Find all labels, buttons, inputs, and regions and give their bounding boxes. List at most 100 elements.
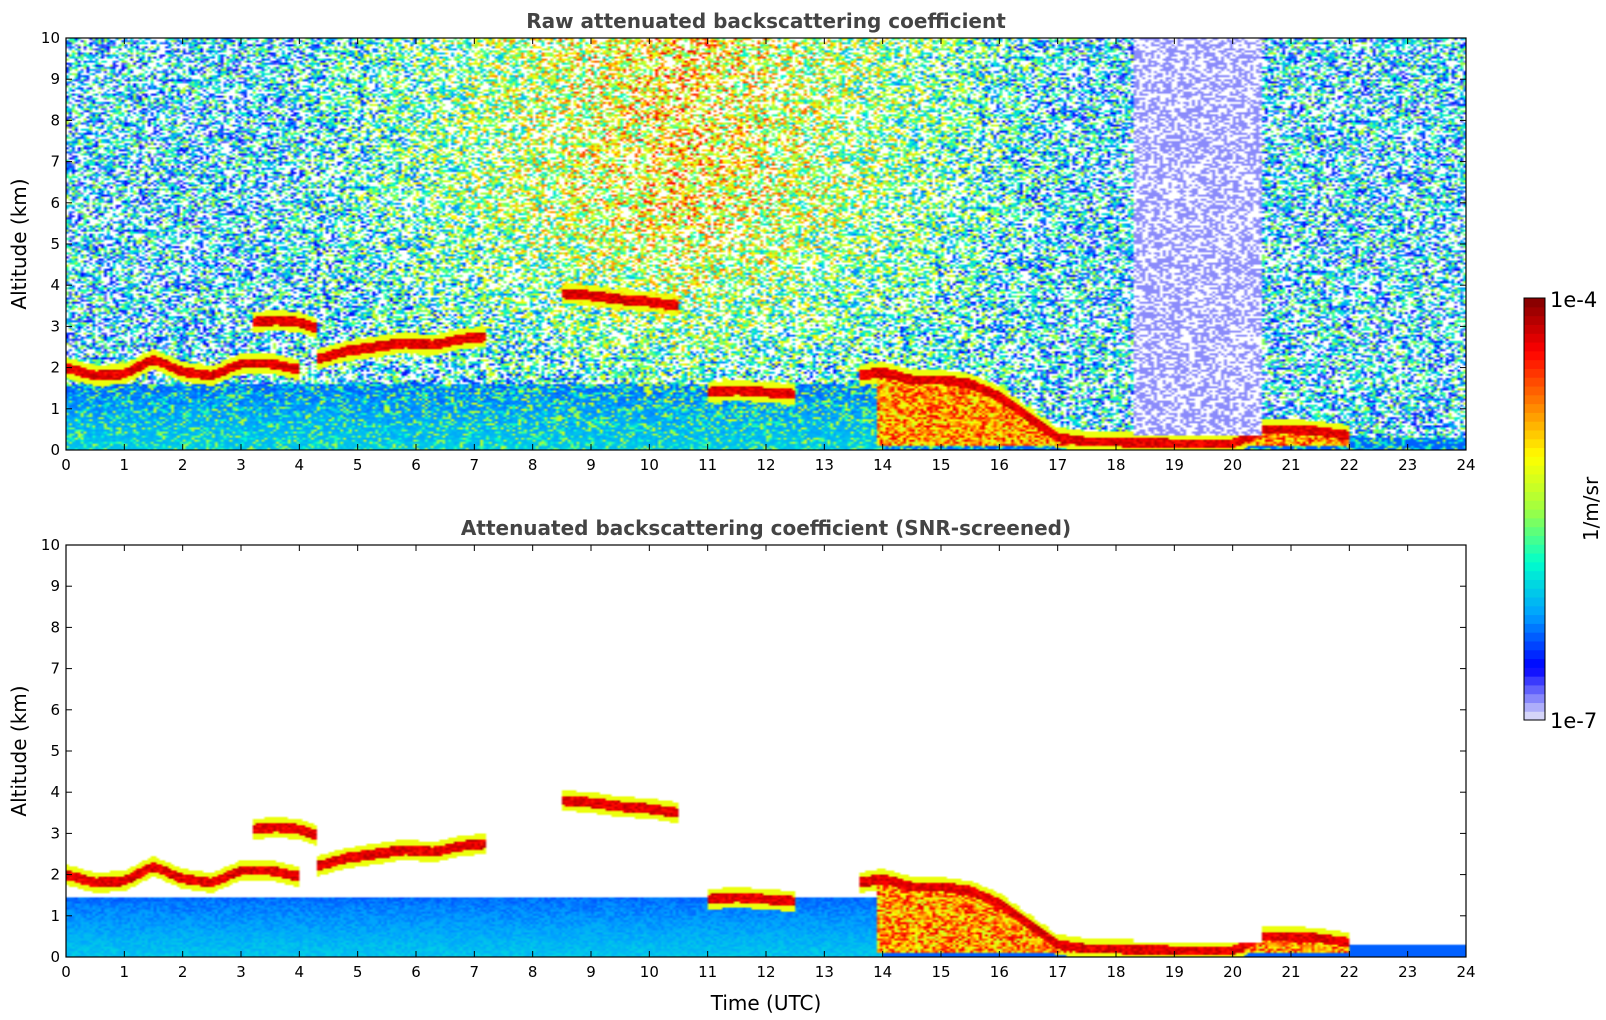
colorbar-band: [1524, 561, 1545, 572]
x-tick-label: 2: [178, 456, 188, 474]
x-tick-label: 5: [353, 963, 363, 981]
x-tick-label: 16: [990, 456, 1009, 474]
colorbar-band: [1524, 491, 1545, 501]
y-tick-label: 8: [50, 111, 60, 129]
y-tick-label: 4: [50, 276, 60, 294]
y-tick-label: 2: [50, 866, 60, 884]
colorbar-band: [1524, 693, 1545, 704]
colorbar-band: [1524, 535, 1545, 545]
y-tick-label: 9: [50, 577, 60, 595]
colorbar-band: [1524, 544, 1545, 554]
y-tick-label: 2: [50, 359, 60, 377]
x-tick-label: 21: [1281, 456, 1300, 474]
colorbar-band: [1524, 579, 1545, 589]
x-tick-label: 9: [586, 456, 596, 474]
x-tick-label: 15: [931, 456, 950, 474]
colorbar-band: [1524, 333, 1545, 343]
colorbar-band: [1524, 377, 1545, 387]
colorbar-band: [1524, 632, 1545, 642]
colorbar-band: [1524, 702, 1545, 712]
x-tick-label: 10: [640, 963, 659, 981]
colorbar-band: [1524, 324, 1545, 334]
colorbar-band: [1524, 509, 1545, 519]
y-tick-label: 1: [50, 400, 60, 418]
colorbar-band: [1524, 306, 1545, 317]
x-tick-label: 13: [815, 456, 834, 474]
colorbar-band: [1524, 667, 1545, 677]
colorbar-band: [1524, 465, 1545, 475]
x-tick-label: 5: [353, 456, 363, 474]
raw-y-axis-label: Altitude (km): [7, 178, 31, 309]
y-tick-label: 6: [50, 194, 60, 212]
x-tick-label: 11: [698, 456, 717, 474]
y-tick-label: 5: [50, 235, 60, 253]
y-tick-label: 5: [50, 742, 60, 760]
x-tick-label: 11: [698, 963, 717, 981]
y-tick-label: 0: [50, 441, 60, 459]
colorbar-band: [1524, 394, 1545, 405]
y-tick-label: 8: [50, 618, 60, 636]
x-tick-label: 16: [990, 963, 1009, 981]
x-tick-label: 1: [120, 456, 130, 474]
colorbar-band: [1524, 711, 1545, 721]
screened-y-axis-label: Altitude (km): [7, 685, 31, 816]
colorbar-band: [1524, 570, 1545, 580]
x-tick-label: 3: [236, 456, 246, 474]
x-tick-label: 22: [1340, 456, 1359, 474]
y-tick-label: 7: [50, 660, 60, 678]
x-tick-label: 4: [295, 963, 305, 981]
colorbar-band: [1524, 359, 1545, 369]
x-tick-label: 2: [178, 963, 188, 981]
colorbar-band: [1524, 350, 1545, 361]
colorbar-band: [1524, 341, 1545, 352]
x-tick-label: 12: [756, 456, 775, 474]
colorbar-band: [1524, 412, 1545, 422]
x-tick-label: 17: [1048, 456, 1067, 474]
colorbar-band: [1524, 315, 1545, 325]
colorbar-band: [1524, 447, 1545, 457]
x-tick-label: 12: [756, 963, 775, 981]
x-tick-label: 0: [61, 456, 71, 474]
colorbar-band: [1524, 438, 1545, 449]
x-axis-label: Time (UTC): [710, 991, 822, 1015]
x-tick-label: 13: [815, 963, 834, 981]
y-tick-label: 7: [50, 153, 60, 171]
colorbar-unit-label: 1/m/sr: [1579, 476, 1603, 541]
colorbar-band: [1524, 676, 1545, 686]
x-tick-label: 22: [1340, 963, 1359, 981]
colorbar-band: [1524, 456, 1545, 466]
x-tick-label: 6: [411, 456, 421, 474]
x-tick-label: 19: [1165, 456, 1184, 474]
x-tick-label: 24: [1456, 456, 1475, 474]
colorbar-frame: [1523, 297, 1546, 721]
colorbar-band: [1524, 684, 1545, 695]
x-tick-label: 23: [1398, 963, 1417, 981]
raw-backscatter-heatmap: [66, 38, 1466, 450]
y-tick-label: 0: [50, 948, 60, 966]
colorbar-band: [1524, 500, 1545, 510]
x-tick-label: 3: [236, 963, 246, 981]
x-tick-label: 8: [528, 456, 538, 474]
colorbar-band: [1524, 385, 1545, 396]
colorbar-band: [1524, 640, 1545, 651]
x-tick-label: 24: [1456, 963, 1475, 981]
panel-title-raw: Raw attenuated backscattering coefficien…: [526, 9, 1006, 33]
y-tick-label: 6: [50, 701, 60, 719]
y-tick-label: 3: [50, 317, 60, 335]
x-tick-label: 20: [1223, 963, 1242, 981]
y-tick-label: 9: [50, 70, 60, 88]
colorbar-band: [1524, 429, 1545, 440]
x-tick-label: 14: [873, 456, 892, 474]
y-tick-label: 10: [41, 29, 60, 47]
x-tick-label: 9: [586, 963, 596, 981]
colorbar-gradient: [1524, 298, 1545, 721]
colorbar-max-label: 1e-4: [1550, 288, 1597, 312]
x-tick-label: 15: [931, 963, 950, 981]
colorbar-min-label: 1e-7: [1550, 709, 1597, 733]
colorbar-band: [1524, 596, 1545, 607]
x-tick-label: 19: [1165, 963, 1184, 981]
colorbar-band: [1524, 403, 1545, 413]
screened-backscatter-panel: Attenuated backscattering coefficient (S…: [7, 516, 1476, 1015]
colorbar-band: [1524, 421, 1545, 431]
y-tick-label: 4: [50, 783, 60, 801]
